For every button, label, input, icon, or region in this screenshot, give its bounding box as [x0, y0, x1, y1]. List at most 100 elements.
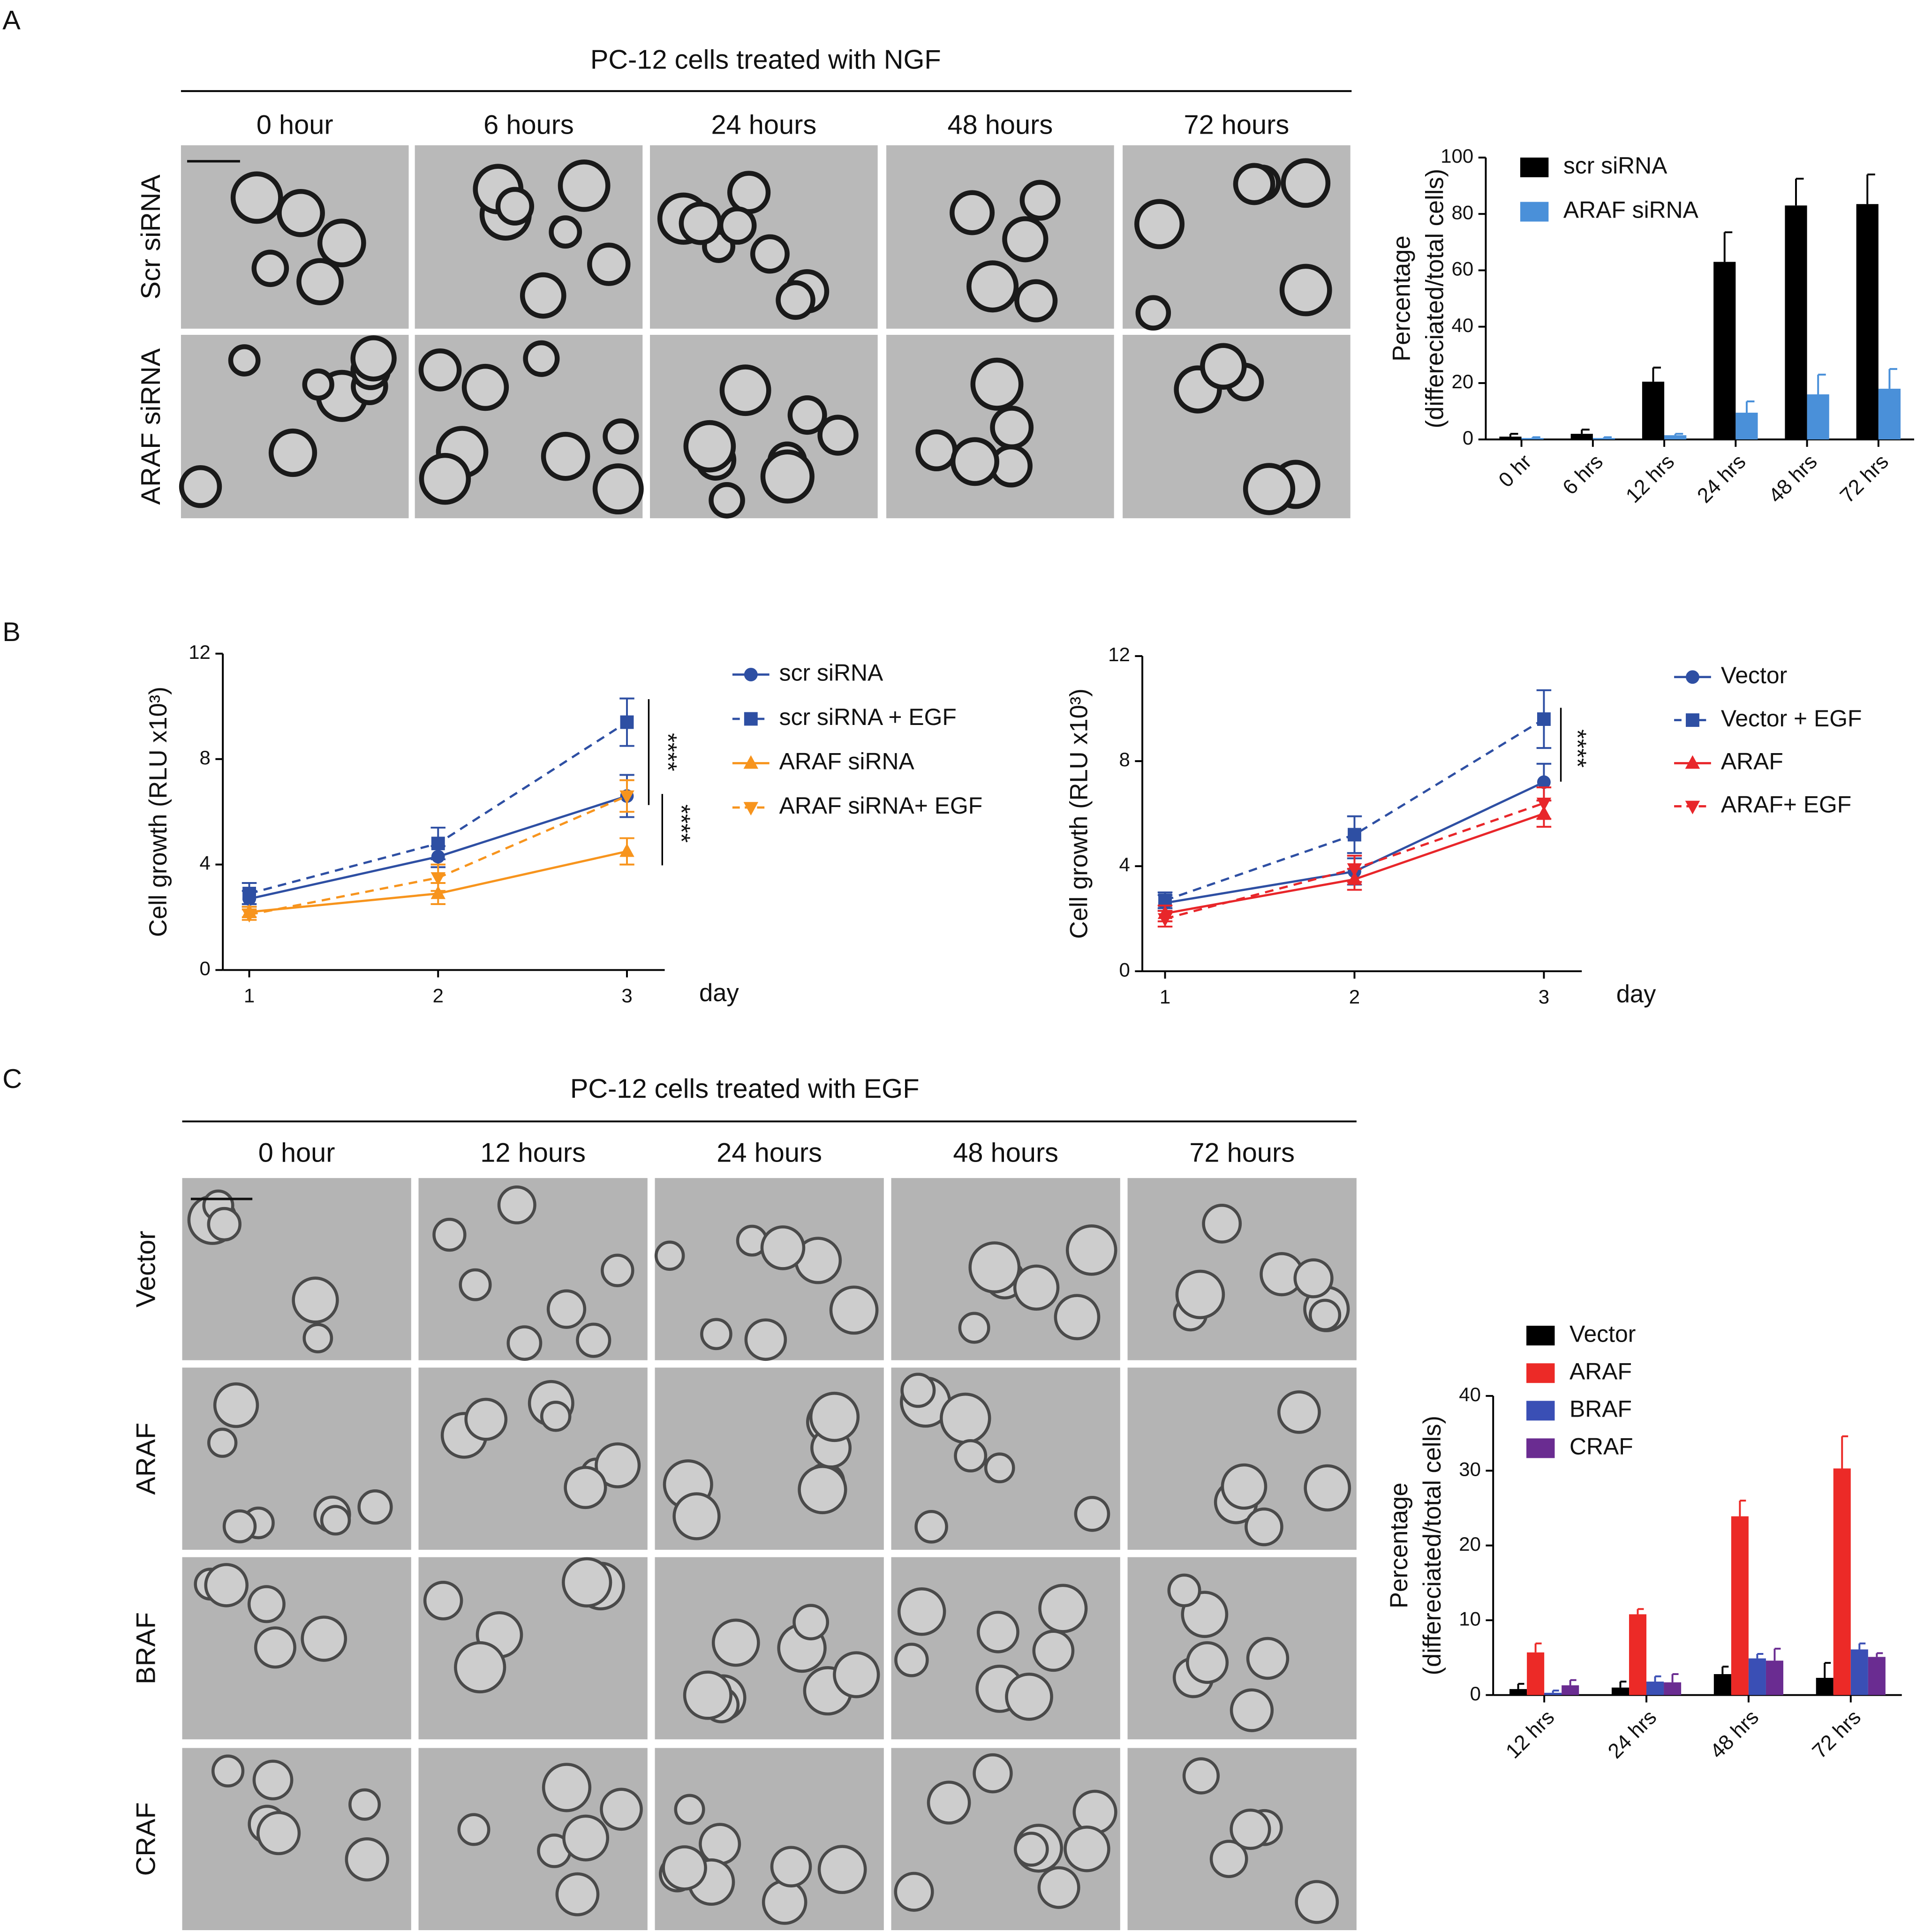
bar	[1629, 1614, 1647, 1695]
row-label: ARAF	[131, 1423, 161, 1495]
cell	[914, 1509, 948, 1544]
x-tick-label: 2	[433, 984, 444, 1006]
marker	[1347, 863, 1362, 877]
legend-label: ARAF	[1721, 748, 1783, 775]
x-tick-label: 6 hrs	[1558, 450, 1607, 499]
cell	[1277, 1390, 1321, 1434]
cell	[1209, 1840, 1248, 1879]
row-label: Scr siRNA	[136, 174, 166, 300]
bar	[1562, 1685, 1579, 1695]
x-tick-label: 24 hrs	[1604, 1706, 1661, 1763]
cell	[1005, 1672, 1053, 1721]
y-tick-label: 8	[200, 747, 211, 769]
column-label: 72 hours	[1189, 1138, 1295, 1168]
column-label: 0 hour	[258, 1138, 335, 1168]
y-tick-label: 0	[1470, 1683, 1481, 1705]
bar	[1642, 381, 1665, 440]
cell	[213, 1382, 259, 1428]
marker	[1537, 775, 1551, 789]
cell	[679, 201, 723, 245]
bar	[1748, 1658, 1766, 1695]
cell	[576, 1322, 611, 1358]
bar	[1646, 1681, 1664, 1695]
cell	[542, 1763, 592, 1812]
cell	[817, 1845, 867, 1894]
significance-label: ****	[1563, 729, 1591, 768]
cell	[301, 1615, 347, 1662]
cell	[809, 1391, 860, 1442]
cell	[251, 249, 289, 287]
bar	[1713, 1674, 1731, 1695]
cell	[207, 1207, 241, 1242]
bar	[1816, 1678, 1833, 1695]
legend-label: scr siRNA	[1563, 152, 1667, 179]
cell	[1245, 1507, 1283, 1547]
row-label: BRAF	[131, 1612, 161, 1684]
legend-marker	[744, 712, 758, 726]
panel-title: PC-12 cells treated with NGF	[590, 45, 941, 75]
cell	[1019, 180, 1061, 221]
cell	[760, 449, 815, 504]
cell	[1002, 216, 1049, 263]
cell	[592, 463, 644, 515]
cell	[230, 171, 283, 224]
cell	[1230, 1808, 1271, 1850]
cell	[541, 431, 590, 481]
cell	[954, 1439, 988, 1472]
cell	[718, 206, 757, 245]
x-axis-label: day	[1616, 981, 1656, 1008]
bar	[1570, 434, 1593, 440]
cell	[915, 429, 958, 472]
cell	[894, 1643, 929, 1677]
bar	[1878, 388, 1901, 440]
cell	[419, 453, 471, 505]
cell	[495, 187, 535, 226]
cell	[497, 1185, 536, 1225]
cell	[970, 357, 1024, 411]
cell	[1065, 1224, 1117, 1276]
y-tick-label: 20	[1459, 1533, 1481, 1555]
legend-swatch	[1526, 1363, 1555, 1383]
cell	[558, 159, 611, 212]
y-tick-label: 0	[1119, 958, 1130, 981]
cell	[296, 258, 344, 305]
cell	[1293, 1258, 1334, 1298]
y-tick-label: 12	[1108, 643, 1130, 665]
micrograph	[418, 1748, 648, 1931]
row-label: ARAF siRNA	[136, 348, 166, 505]
cell	[207, 1427, 238, 1458]
cell	[1308, 1298, 1342, 1331]
y-tick-label: 4	[200, 852, 211, 874]
marker	[1157, 913, 1173, 927]
marker	[620, 715, 634, 729]
x-tick-label: 2	[1349, 986, 1360, 1008]
cell	[792, 1604, 830, 1641]
x-tick-label: 0 hr	[1494, 450, 1536, 492]
cell	[798, 1464, 847, 1515]
y-tick-label: 80	[1451, 201, 1473, 223]
cell	[776, 280, 815, 320]
cell	[1243, 463, 1296, 515]
legend-label: CRAF	[1569, 1434, 1633, 1460]
row-label: CRAF	[131, 1802, 161, 1876]
cell	[357, 1489, 393, 1525]
cell	[1304, 1464, 1351, 1512]
bar	[1868, 1657, 1886, 1695]
x-axis-label: day	[699, 979, 739, 1007]
cell	[600, 1788, 643, 1831]
cell	[1221, 1463, 1268, 1510]
cell	[562, 1814, 610, 1862]
cell	[1064, 1826, 1110, 1872]
marker	[242, 887, 256, 900]
cell	[432, 1217, 467, 1252]
x-tick-label: 72 hrs	[1836, 450, 1893, 507]
y-tick-label: 40	[1459, 1383, 1481, 1405]
cell	[252, 1759, 294, 1801]
bar	[1713, 262, 1736, 440]
panel-label: A	[2, 6, 21, 36]
bar	[1499, 437, 1522, 440]
cell	[302, 1323, 333, 1354]
legend-label: ARAF	[1569, 1358, 1632, 1384]
marker	[241, 909, 257, 923]
cell	[540, 1401, 572, 1432]
